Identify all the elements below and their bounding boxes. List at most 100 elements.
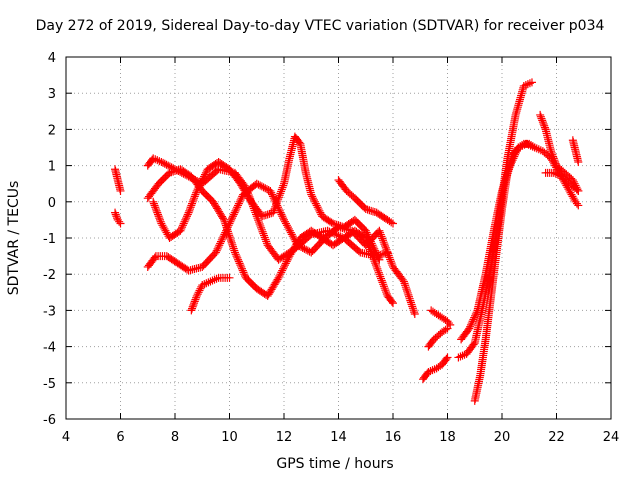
x-tick-label: 16 <box>385 430 402 445</box>
data-point <box>197 177 206 186</box>
data-point <box>238 182 247 191</box>
y-tick-label: -6 <box>43 413 56 428</box>
data-point <box>178 221 187 230</box>
data-point <box>232 205 241 214</box>
data-point <box>195 181 204 190</box>
data-point <box>244 192 253 201</box>
data-point <box>241 187 250 196</box>
data-point <box>283 223 292 232</box>
data-point <box>292 240 301 249</box>
data-point <box>230 246 239 255</box>
data-point <box>196 179 205 188</box>
data-point <box>211 201 220 210</box>
data-point <box>377 232 386 241</box>
data-point <box>240 186 249 195</box>
data-point <box>181 215 190 224</box>
data-point <box>332 220 341 229</box>
data-point <box>381 242 390 251</box>
data-point <box>410 308 419 317</box>
data-point <box>568 192 577 201</box>
data-point <box>233 253 242 262</box>
data-point <box>572 185 581 194</box>
data-point <box>549 154 558 163</box>
data-point <box>188 304 197 313</box>
data-point <box>547 147 556 156</box>
data-point <box>171 167 179 176</box>
data-point <box>217 210 226 219</box>
data-point <box>220 215 229 224</box>
data-point <box>574 201 583 210</box>
data-point <box>169 167 178 176</box>
data-point <box>382 245 391 254</box>
data-point <box>287 230 296 239</box>
series-track-n <box>470 139 539 405</box>
data-point <box>282 221 291 230</box>
data-point <box>378 278 387 287</box>
data-point <box>283 255 292 264</box>
data-point <box>190 299 199 308</box>
data-point <box>382 288 391 297</box>
data-point <box>233 203 242 212</box>
data-point <box>369 207 378 216</box>
data-point <box>374 268 383 277</box>
data-point <box>193 290 202 299</box>
data-point <box>155 157 164 166</box>
x-tick-label: 10 <box>221 430 238 445</box>
data-point <box>368 241 377 250</box>
data-point <box>262 239 271 248</box>
data-point <box>309 195 318 204</box>
data-point <box>219 214 228 223</box>
data-point <box>282 257 291 266</box>
data-point <box>403 287 412 296</box>
data-point <box>204 278 213 287</box>
data-point <box>190 192 199 201</box>
data-point <box>274 273 283 282</box>
data-point <box>404 290 413 299</box>
data-point <box>375 270 384 279</box>
data-point <box>534 145 543 154</box>
data-point <box>302 245 311 254</box>
data-point <box>367 206 376 215</box>
data-point <box>265 209 274 218</box>
data-point <box>366 237 375 246</box>
data-point <box>243 191 252 200</box>
data-point <box>272 200 281 209</box>
data-point <box>528 142 537 151</box>
data-point <box>456 352 465 361</box>
data-point <box>223 225 232 234</box>
data-point <box>254 180 263 189</box>
data-point <box>257 223 266 232</box>
data-point <box>276 208 285 217</box>
y-tick-label: -2 <box>43 268 56 283</box>
data-point <box>227 236 236 245</box>
data-point <box>261 184 270 193</box>
x-tick-label: 6 <box>116 430 124 445</box>
data-point <box>363 230 372 239</box>
data-point <box>185 205 194 214</box>
data-point <box>252 179 261 188</box>
data-point <box>200 280 209 289</box>
data-point <box>278 183 287 192</box>
data-point <box>167 168 176 177</box>
data-point <box>574 157 583 166</box>
data-point <box>504 166 513 175</box>
data-point <box>276 270 285 279</box>
data-point <box>376 272 385 281</box>
data-point <box>280 217 289 226</box>
data-point <box>553 170 562 179</box>
data-point <box>269 208 278 217</box>
data-point <box>290 243 299 252</box>
data-point <box>223 227 232 236</box>
data-point <box>468 317 477 326</box>
data-point <box>162 228 171 237</box>
data-point <box>275 191 284 200</box>
data-point <box>237 264 246 273</box>
data-point <box>379 280 388 289</box>
data-point <box>538 118 547 127</box>
data-point <box>285 252 294 261</box>
data-point <box>311 199 320 208</box>
data-point <box>182 214 191 223</box>
data-point <box>239 268 248 277</box>
data-point <box>192 186 201 195</box>
data-point <box>406 298 415 307</box>
